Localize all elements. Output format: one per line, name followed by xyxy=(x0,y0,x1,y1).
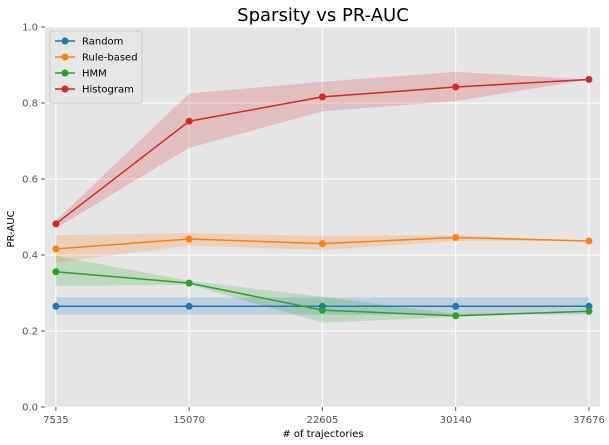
histogram-confidence-band xyxy=(55,71,589,229)
x-axis-label: # of trajectories xyxy=(282,429,363,440)
x-tick-label: 37676 xyxy=(573,415,605,426)
y-tick-label: 0.6 xyxy=(22,175,38,186)
x-tick-label: 7535 xyxy=(43,415,68,426)
x-tick-label: 30140 xyxy=(440,415,472,426)
histogram-point xyxy=(52,220,60,228)
hmm-point xyxy=(52,268,60,276)
rule-based-point xyxy=(52,245,60,253)
chart-title: Sparsity vs PR-AUC xyxy=(237,5,409,26)
legend-label-hmm: HMM xyxy=(82,69,107,80)
random-point xyxy=(52,302,60,310)
rule-based-point xyxy=(585,237,593,245)
legend-label-histogram: Histogram xyxy=(82,85,134,96)
legend-marker-histogram xyxy=(61,85,69,93)
hmm-point xyxy=(452,312,460,320)
histogram-point xyxy=(452,83,460,91)
random-point xyxy=(185,302,193,310)
axis-ticks: 0.0 0.2 0.4 0.6 0.8 1.0 7535 15070 22605 30140 376… xyxy=(22,23,605,427)
y-tick-label: 0.4 xyxy=(22,251,38,262)
histogram-point xyxy=(585,75,593,83)
legend-box xyxy=(49,30,143,104)
random-point xyxy=(585,302,593,310)
rule-based-point xyxy=(318,240,326,248)
hmm-point xyxy=(318,306,326,314)
rule-based-point xyxy=(452,234,460,242)
legend-marker-random xyxy=(61,37,69,45)
legend-label-rule-based: Rule-based xyxy=(82,53,138,64)
x-tick-label: 15070 xyxy=(173,415,205,426)
legend-label-random: Random xyxy=(82,37,123,48)
histogram-point xyxy=(318,93,326,101)
series-points xyxy=(52,75,593,320)
y-tick-label: 0.2 xyxy=(22,327,38,338)
y-tick-label: 1.0 xyxy=(22,23,38,34)
rule-based-point xyxy=(185,235,193,243)
y-tick-label: 0.0 xyxy=(22,403,38,414)
legend-marker-rule-based xyxy=(61,53,69,61)
random-point xyxy=(452,302,460,310)
legend: Random Rule-based HMM Histogram xyxy=(49,30,143,104)
histogram-point xyxy=(185,117,193,125)
hmm-point xyxy=(585,307,593,315)
y-axis-label: PR-AUC xyxy=(6,210,17,247)
y-tick-label: 0.8 xyxy=(22,99,38,110)
hmm-point xyxy=(185,279,193,287)
legend-marker-hmm xyxy=(61,69,69,77)
x-tick-label: 22605 xyxy=(307,415,339,426)
